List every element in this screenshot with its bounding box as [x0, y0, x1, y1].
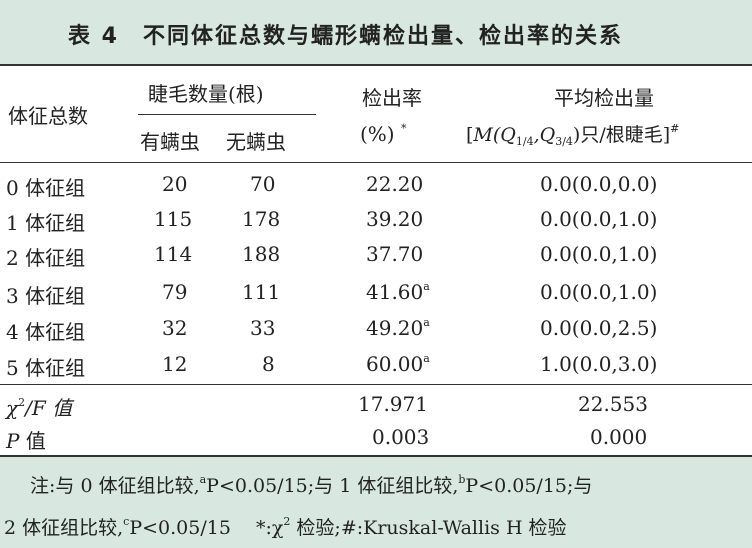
row-rate: 37.70 [366, 242, 424, 266]
row-avg: 0.0(0.0,1.0) [540, 280, 658, 304]
header-avg: 平均检出量 [554, 86, 654, 110]
row-without: 33 [250, 316, 276, 340]
row-with: 32 [162, 316, 188, 340]
row-avg: 0.0(0.0,1.0) [540, 242, 658, 266]
row-without: 70 [250, 172, 276, 196]
row-with: 114 [154, 242, 193, 266]
row-group: 1 体征组 [6, 211, 86, 235]
row-rate: 60.00a [366, 352, 430, 376]
row-without: 178 [242, 207, 281, 231]
header-rate-unit: (%) * [360, 122, 407, 146]
header-rate: 检出率 [362, 86, 422, 110]
p-label: P 值 [6, 429, 46, 453]
row-with: 20 [162, 172, 188, 196]
row-group: 4 体征组 [6, 320, 86, 344]
row-group: 3 体征组 [6, 284, 86, 308]
note-line-2: 2 体征组比较,cP<0.05/15 *:χ2 检验;#:Kruskal-Wal… [4, 515, 567, 539]
row-rate: 49.20a [366, 316, 430, 340]
row-rate: 22.20 [366, 172, 424, 196]
header-avg-formula: [M(Q1/4,Q3/4)只/根睫毛]# [466, 122, 680, 148]
row-with: 115 [154, 207, 193, 231]
header-subline [138, 114, 316, 115]
p-rate: 0.003 [372, 425, 430, 449]
header-rule [0, 162, 752, 163]
header-without-mite: 无螨虫 [226, 130, 286, 154]
row-group: 0 体征组 [6, 176, 86, 200]
row-with: 79 [162, 280, 188, 304]
row-avg: 0.0(0.0,2.5) [540, 316, 658, 340]
row-without: 8 [262, 352, 275, 376]
chi-label: χ2/F 值 [6, 396, 73, 420]
row-without: 188 [242, 242, 281, 266]
row-avg: 1.0(0.0,3.0) [540, 352, 658, 376]
row-avg: 0.0(0.0,0.0) [540, 172, 658, 196]
row-rate: 39.20 [366, 207, 424, 231]
row-rate: 41.60a [366, 280, 430, 304]
row-with: 12 [162, 352, 188, 376]
row-without: 111 [242, 280, 281, 304]
row-avg: 0.0(0.0,1.0) [540, 207, 658, 231]
table-title: 表 4 不同体征总数与蠕形螨检出量、检出率的关系 [68, 24, 623, 49]
row-group: 5 体征组 [6, 356, 86, 380]
table-note-bar: 注:与 0 体征组比较,aP<0.05/15;与 1 体征组比较,bP<0.05… [0, 455, 752, 548]
header-lash-count: 睫毛数量(根) [148, 82, 264, 106]
chi-avg: 22.553 [578, 392, 648, 416]
table-title-bar: 表 4 不同体征总数与蠕形螨检出量、检出率的关系 [0, 0, 752, 66]
header-group: 体征总数 [8, 104, 88, 128]
row-group: 2 体征组 [6, 246, 86, 270]
p-avg: 0.000 [590, 425, 648, 449]
header-with-mite: 有螨虫 [140, 130, 200, 154]
stats-rule [0, 384, 752, 385]
chi-rate: 17.971 [358, 392, 428, 416]
note-line-1: 注:与 0 体征组比较,aP<0.05/15;与 1 体征组比较,bP<0.05… [30, 473, 593, 497]
